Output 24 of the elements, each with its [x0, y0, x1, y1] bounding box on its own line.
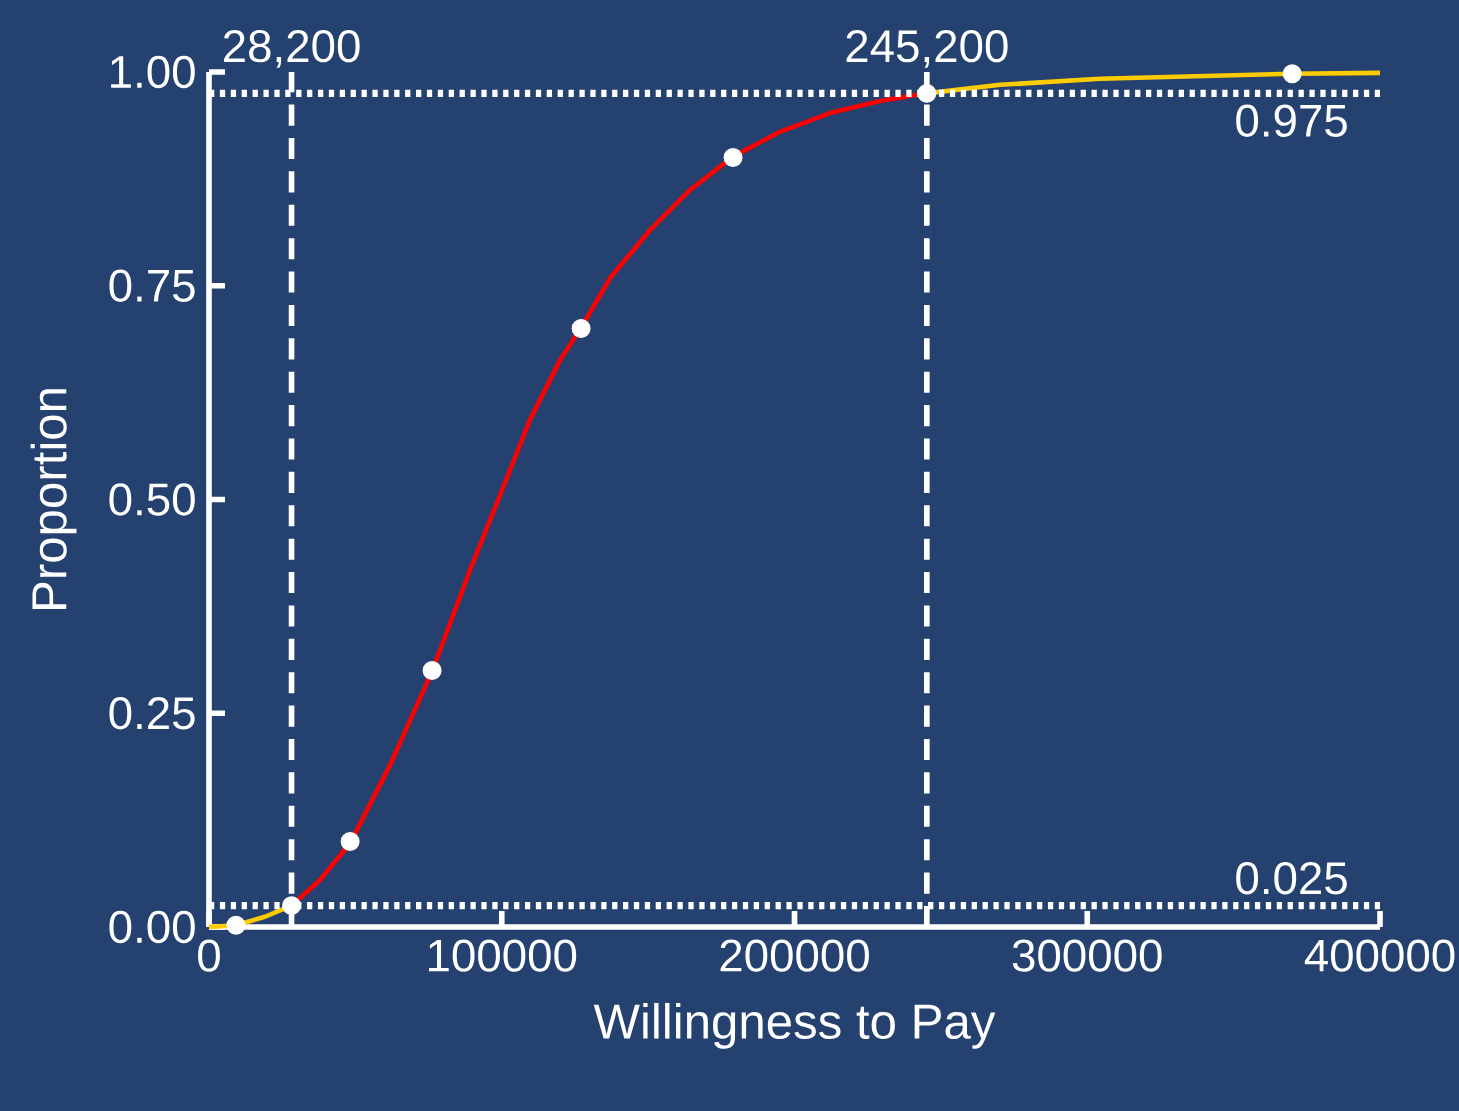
point [723, 148, 743, 167]
y-tick-label: 0.00 [109, 910, 195, 944]
ref-line-label: 245,200 [846, 30, 1008, 68]
y-tick-label: 1.00 [111, 55, 195, 89]
x-tick-label: 100000 [428, 939, 577, 972]
x-tick-label: 400000 [1304, 939, 1455, 972]
y-tick-label: 0.25 [109, 697, 195, 730]
y-tick-label: 0.75 [109, 269, 195, 302]
x-axis-title: Willingness to Pay [593, 1002, 996, 1049]
x-tick-label: 300000 [1012, 939, 1162, 972]
x-tick-label: 200000 [720, 939, 869, 972]
point [1282, 64, 1302, 84]
point [282, 896, 302, 916]
ref-line-label: 28,200 [224, 30, 360, 68]
y-tick-label: 0.50 [109, 483, 195, 516]
y-axis-title: Proportion [30, 389, 77, 609]
point [917, 83, 937, 103]
x-tick-label: 0 [198, 939, 220, 972]
point [226, 915, 246, 935]
ref-line-label: 0.025 [1236, 862, 1347, 895]
point [571, 319, 591, 338]
ref-line-label: 0.975 [1236, 104, 1347, 137]
point [340, 832, 360, 852]
point [422, 661, 442, 681]
